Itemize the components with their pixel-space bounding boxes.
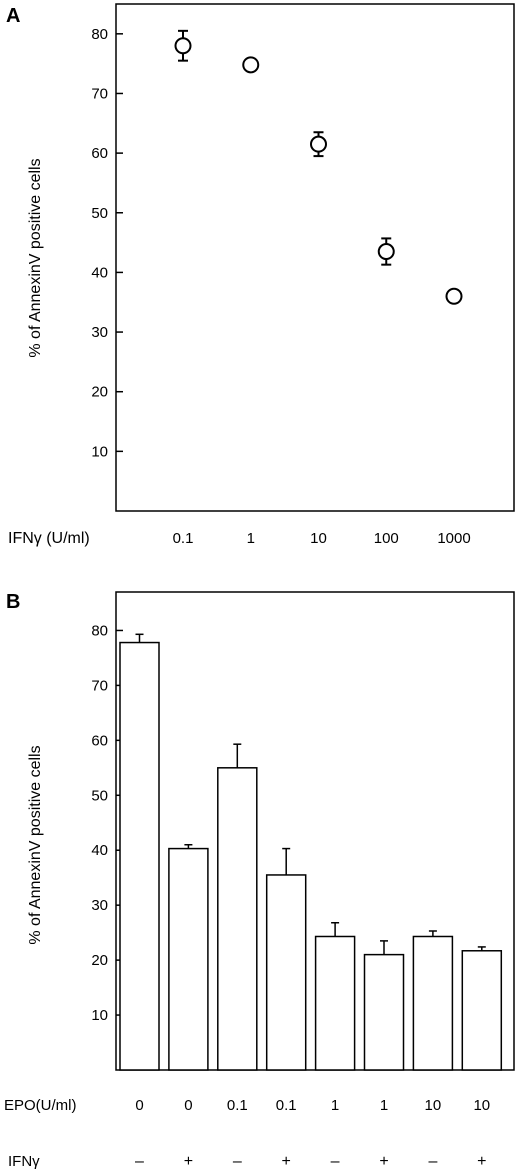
panel-a-data-point	[377, 243, 395, 261]
panel-b-ifn-sign: +	[282, 1153, 291, 1170]
panel-a-y-ticks: 10 20 30 40 50 60 70 80	[91, 26, 123, 460]
panel-a-letter: A	[6, 5, 20, 27]
panel-b-y-tick-label: 80	[91, 622, 108, 639]
panel-b-bar	[168, 847, 209, 1071]
panel-a-x-ticks: 0.1 1 10 100 1000	[173, 530, 471, 547]
panel-b-category-labels: 0 – 0 +0.1 – 0.1 +1 – 1 +10 – 10 +	[135, 1097, 490, 1170]
panel-a-x-tick-label: 1000	[437, 530, 470, 547]
panel-b-ifn-sign: –	[135, 1153, 144, 1170]
panel-b-bar	[461, 950, 503, 1071]
panel-b-bar	[314, 935, 356, 1071]
panel-a-x-tick-label: 0.1	[173, 530, 194, 547]
panel-b-bar	[265, 874, 307, 1071]
panel-a-x-tick-label: 10	[310, 530, 327, 547]
panel-b-epo-label: 10	[425, 1097, 442, 1114]
panel-a-y-tick-label: 20	[91, 384, 108, 401]
panel-b-bar	[119, 641, 160, 1071]
panel-a-y-tick-label: 50	[91, 205, 108, 222]
panel-a-y-axis-title: % of AnnexinV positive cells	[27, 158, 44, 357]
panel-a-y-tick-label: 40	[91, 264, 108, 281]
panel-b-y-tick-label: 40	[91, 842, 108, 859]
panel-b-ifn-row-label: IFNγ	[8, 1153, 40, 1170]
panel-b-epo-label: 0.1	[227, 1097, 248, 1114]
panel-a-data-points	[174, 29, 463, 305]
panel-a-scatter-chart: A % of AnnexinV positive cells IFNγ (U/m…	[6, 3, 515, 547]
panel-a-y-tick-label: 60	[91, 145, 108, 162]
panel-b-bars	[119, 633, 503, 1071]
panel-b-epo-label: 0	[135, 1097, 143, 1114]
panel-a-x-axis-title: IFNγ (U/ml)	[8, 530, 90, 547]
panel-b-epo-label: 1	[331, 1097, 339, 1114]
panel-a-data-point	[174, 37, 192, 55]
panel-b-ifn-sign: –	[233, 1153, 242, 1170]
panel-b-ifn-sign: +	[477, 1153, 486, 1170]
panel-b-letter: B	[6, 591, 20, 613]
panel-b-bar-chart: B % of AnnexinV positive cells EPO(U/ml)…	[4, 591, 515, 1170]
panel-b-bar	[363, 953, 405, 1071]
panel-b-ifn-sign: –	[331, 1153, 340, 1170]
panel-b-epo-row-label: EPO(U/ml)	[4, 1097, 77, 1114]
panel-a-data-point	[242, 56, 260, 74]
panel-a-data-point	[445, 287, 463, 305]
panel-b-bar	[217, 767, 258, 1071]
panel-b-y-tick-label: 20	[91, 952, 108, 969]
panel-b-epo-label: 10	[473, 1097, 490, 1114]
panel-a-y-tick-label: 80	[91, 26, 108, 43]
panel-b-epo-label: 0	[184, 1097, 192, 1114]
panel-b-ifn-sign: –	[428, 1153, 437, 1170]
panel-b-y-tick-label: 70	[91, 677, 108, 694]
panel-b-ifn-sign: +	[379, 1153, 388, 1170]
panel-a-y-tick-label: 30	[91, 324, 108, 341]
panel-b-y-axis-title: % of AnnexinV positive cells	[27, 745, 44, 944]
panel-a-plot-frame	[115, 3, 515, 512]
panel-a-x-tick-label: 1	[247, 530, 255, 547]
panel-b-y-tick-label: 10	[91, 1007, 108, 1024]
panel-b-y-tick-label: 30	[91, 897, 108, 914]
panel-a-data-point	[310, 135, 327, 153]
panel-b-y-tick-label: 50	[91, 787, 108, 804]
panel-b-epo-label: 1	[380, 1097, 388, 1114]
panel-a-x-tick-label: 100	[374, 530, 399, 547]
panel-b-epo-label: 0.1	[276, 1097, 297, 1114]
panel-a-y-tick-label: 70	[91, 85, 108, 102]
panel-b-y-ticks: 10 20 30 40 50 60 70 80	[91, 622, 123, 1024]
panel-b-bar	[412, 935, 454, 1071]
panel-b-ifn-sign: +	[184, 1153, 193, 1170]
panel-a-y-tick-label: 10	[91, 443, 108, 460]
panel-b-y-tick-label: 60	[91, 732, 108, 749]
